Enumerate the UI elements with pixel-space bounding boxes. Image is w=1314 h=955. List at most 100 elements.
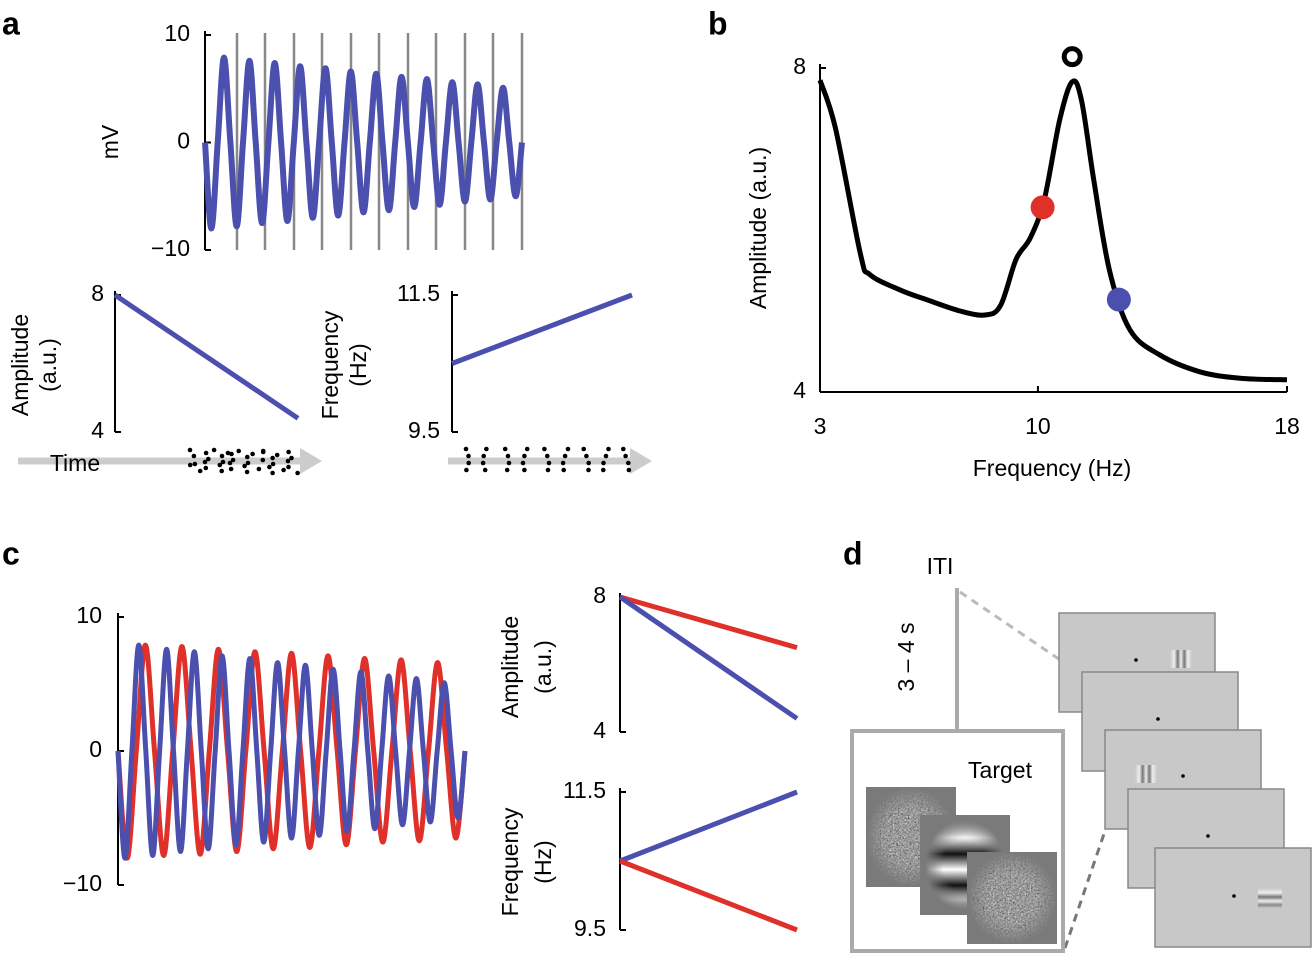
event-dot (281, 467, 286, 473)
event-dot (191, 453, 197, 459)
x-tick-label: 3 (814, 413, 827, 439)
y-axis-label: Amplitude (7, 314, 33, 416)
event-dot (545, 453, 550, 459)
event-dot (219, 453, 225, 459)
marker (1030, 195, 1055, 220)
iti-label: ITI (927, 553, 954, 579)
event-dot (466, 460, 472, 466)
y-tick-label: 10 (164, 20, 190, 46)
y-tick-label: −10 (63, 870, 102, 896)
event-dots (187, 446, 632, 476)
event-dot (522, 453, 527, 459)
event-dot (228, 466, 234, 472)
event-dot (565, 446, 571, 452)
y-tick-label: −10 (151, 235, 190, 261)
data-line (619, 789, 798, 864)
y-axis-label: Frequency (317, 310, 343, 419)
event-dot (285, 458, 291, 464)
event-dot (236, 448, 241, 454)
panel-label: c (2, 535, 20, 571)
event-dot (482, 467, 488, 473)
event-dot (192, 461, 198, 467)
data-line (619, 594, 798, 651)
event-dot (229, 451, 234, 457)
event-dot (227, 460, 233, 466)
event-dot (242, 463, 247, 469)
y-tick-label: 11.5 (397, 280, 440, 306)
duration-label: 3 – 4 s (893, 622, 919, 691)
event-dot (623, 453, 628, 459)
y-axis-label: Frequency (497, 807, 523, 916)
event-dot (260, 457, 266, 463)
event-dot (504, 467, 510, 473)
event-dot (560, 460, 566, 466)
event-dot (606, 446, 611, 452)
event-dot (225, 450, 231, 456)
event-dot (206, 456, 211, 462)
event-dot (586, 467, 591, 473)
event-dot (286, 464, 291, 470)
data-line (115, 642, 468, 861)
event-dot (270, 455, 275, 461)
y-axis-label: (Hz) (345, 343, 371, 386)
event-dot (545, 467, 551, 473)
y-tick-label: 10 (76, 602, 102, 628)
x-tick-label: 18 (1274, 413, 1300, 439)
y-axis-label: Amplitude (497, 616, 523, 718)
event-dot (505, 453, 511, 459)
y-axis-label: (Hz) (530, 840, 556, 883)
event-dot (245, 460, 251, 466)
event-dot (481, 453, 487, 459)
event-dot (522, 467, 527, 473)
y-axis-label: (a.u.) (35, 338, 61, 392)
x-axis-label: Time (50, 450, 100, 476)
data-line (113, 292, 300, 421)
panel-label: b (708, 5, 728, 41)
data-line (619, 858, 798, 933)
event-dot (256, 466, 262, 472)
y-tick-label: 4 (793, 377, 806, 403)
event-dot (203, 450, 209, 456)
y-axis-label: (a.u.) (530, 640, 556, 694)
event-dot (480, 460, 486, 466)
panel-label: d (843, 535, 863, 571)
event-dot (601, 460, 606, 466)
event-dot (230, 457, 236, 463)
y-tick-label: 4 (593, 717, 606, 743)
event-dot (506, 460, 512, 466)
event-dot (286, 449, 291, 455)
event-dot (274, 452, 280, 458)
event-dot (524, 446, 530, 452)
event-dot (546, 460, 552, 466)
event-dot (601, 467, 606, 473)
marker (1106, 287, 1131, 312)
panel-label: a (2, 5, 20, 41)
event-dot (270, 470, 275, 476)
event-dot (584, 453, 589, 459)
y-tick-label: 9.5 (574, 915, 606, 941)
event-dot (203, 465, 209, 471)
event-dot (250, 451, 255, 457)
marker (1061, 46, 1083, 68)
event-dot (217, 462, 223, 468)
event-dot (466, 453, 471, 459)
stimulus-pulses (235, 33, 524, 250)
event-dot (621, 446, 626, 452)
event-dot (502, 446, 508, 452)
time-arrows (18, 448, 652, 474)
data-line (618, 594, 799, 721)
event-dot (520, 460, 526, 466)
y-tick-label: 8 (91, 280, 104, 306)
data-line (451, 292, 633, 366)
event-dot (295, 470, 300, 476)
event-dot (187, 462, 193, 468)
x-tick-label: 10 (1025, 413, 1051, 439)
y-axis-label: Amplitude (a.u.) (745, 147, 771, 309)
event-dot (464, 467, 469, 473)
event-dot (245, 454, 250, 460)
event-dot (244, 469, 250, 475)
data-line (202, 54, 525, 232)
event-dot (289, 455, 294, 461)
